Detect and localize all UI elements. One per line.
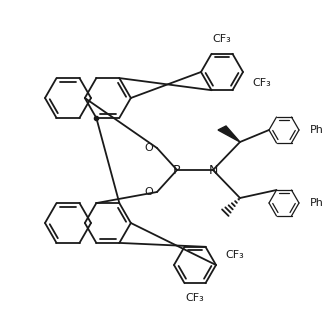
Text: CF₃: CF₃ (185, 293, 204, 303)
Text: Ph: Ph (310, 198, 324, 208)
Text: Ph: Ph (310, 125, 324, 135)
Text: N: N (208, 163, 218, 177)
Text: CF₃: CF₃ (253, 78, 272, 87)
Text: P: P (173, 163, 181, 177)
Polygon shape (218, 126, 240, 142)
Text: CF₃: CF₃ (213, 34, 231, 44)
Text: O: O (145, 143, 153, 153)
Text: O: O (145, 187, 153, 197)
Text: CF₃: CF₃ (226, 249, 245, 259)
